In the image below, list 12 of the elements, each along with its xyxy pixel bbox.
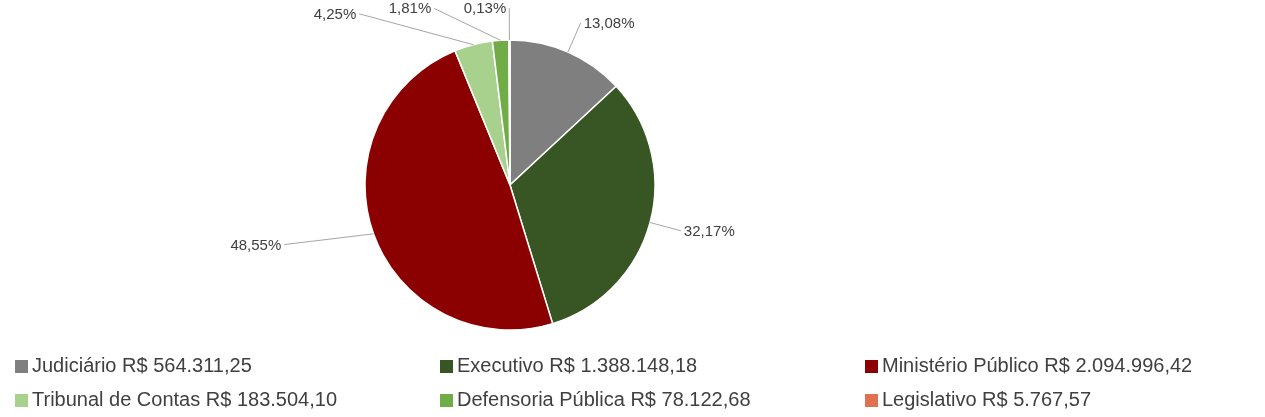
legend-label: Legislativo R$ 5.767,57 [882, 388, 1092, 410]
data-label: 0,13% [463, 0, 507, 17]
data-label: 1,81% [388, 0, 432, 17]
legend-label: Defensoria Pública R$ 78.122,68 [457, 388, 751, 410]
data-label: 4,25% [313, 4, 357, 22]
legend-label: Ministério Público R$ 2.094.996,42 [882, 354, 1193, 376]
data-label: 32,17% [683, 221, 735, 239]
legend-label: Judiciário R$ 564.311,25 [32, 354, 252, 376]
data-label: 48,55% [230, 235, 282, 253]
legend-label: Tribunal de Contas R$ 183.504,10 [32, 388, 338, 410]
legend-label: Executivo R$ 1.388.148,18 [457, 354, 698, 376]
data-label: 13,08% [583, 13, 635, 31]
